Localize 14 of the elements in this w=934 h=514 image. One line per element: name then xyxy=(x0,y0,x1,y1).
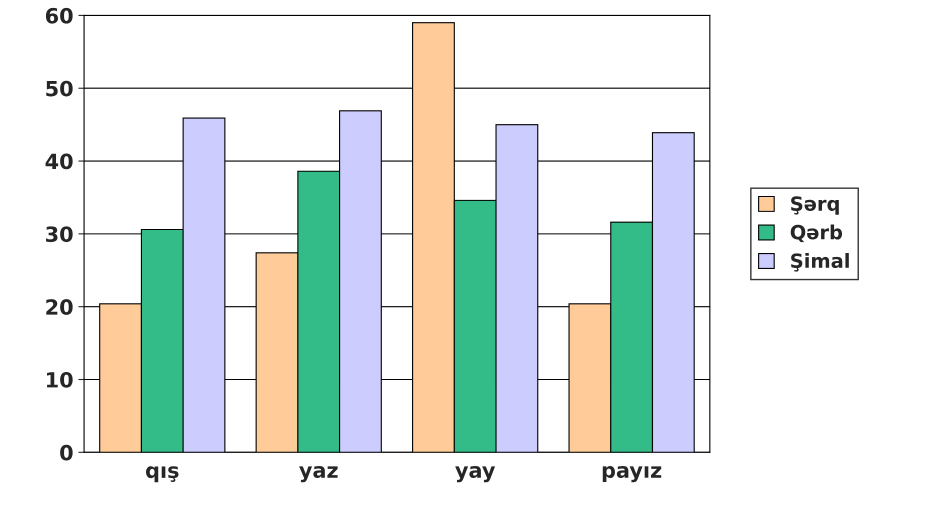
y-tick-label: 0 xyxy=(60,444,73,461)
y-tick-label: 30 xyxy=(46,226,73,242)
x-tick-label: qış xyxy=(146,466,179,482)
x-tick-label: yay xyxy=(455,466,496,482)
y-tick-label: 40 xyxy=(46,154,73,170)
y-tick-label: 10 xyxy=(47,372,73,388)
y-tick-label: 60 xyxy=(46,8,73,24)
y-tick-label: 50 xyxy=(46,80,73,96)
legend-label: Şimal xyxy=(791,253,849,272)
x-tick-label: payız xyxy=(602,466,662,482)
y-tick-label: 20 xyxy=(46,299,73,315)
x-tick-label: yaz xyxy=(299,466,338,482)
legend-label: Şərq xyxy=(791,196,839,215)
legend-label: Qərb xyxy=(790,224,842,242)
